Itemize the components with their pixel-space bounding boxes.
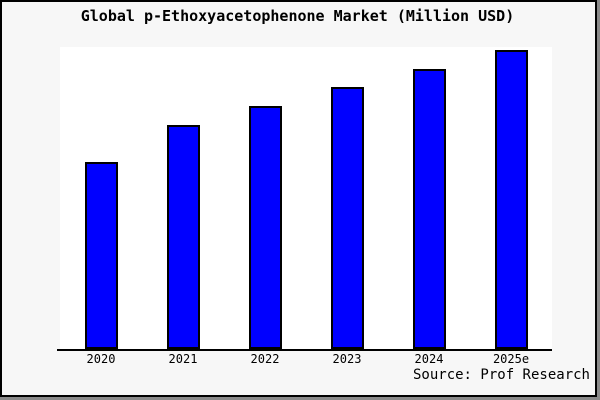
chart-title: Global p-Ethoxyacetophenone Market (Mill…	[80, 7, 515, 25]
bar-2023	[331, 87, 364, 349]
x-tick-label-2020: 2020	[86, 352, 116, 366]
x-tick-label-2022: 2022	[250, 352, 280, 366]
bar-2025e	[495, 50, 528, 349]
x-tick-label-2021: 2021	[168, 352, 198, 366]
x-axis-line	[57, 349, 552, 351]
x-tick-label-2024: 2024	[414, 352, 444, 366]
bar-2021	[167, 125, 200, 349]
bar-2022	[249, 106, 282, 349]
bar-2024	[413, 69, 446, 349]
plot-area	[60, 47, 552, 349]
x-tick-label-2023: 2023	[332, 352, 362, 366]
source-credit: Source: Prof Research	[412, 367, 590, 383]
x-tick-label-2025e: 2025e	[492, 352, 530, 366]
bar-2020	[85, 162, 118, 349]
